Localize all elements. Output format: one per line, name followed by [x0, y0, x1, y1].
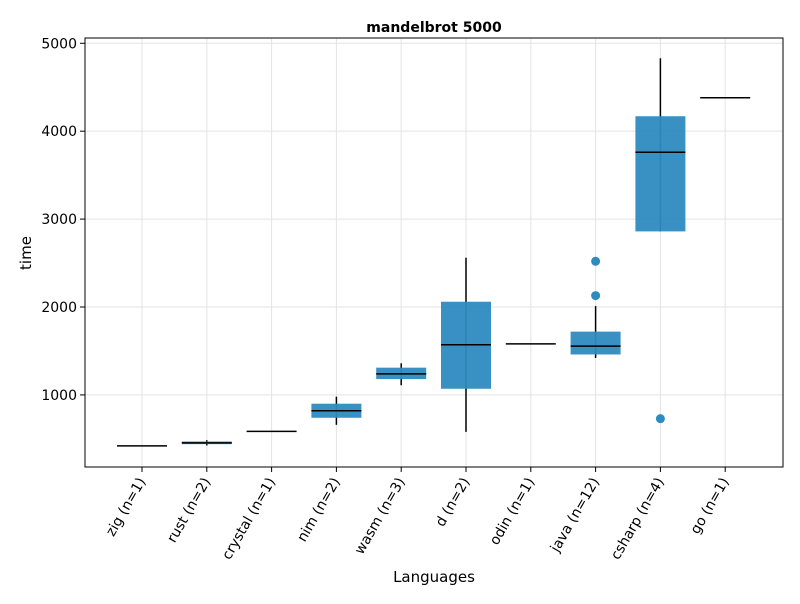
chart-title: mandelbrot 5000 [366, 20, 502, 36]
x-axis-label: Languages [393, 568, 475, 586]
box-group [441, 257, 491, 432]
grid-lines [85, 38, 783, 467]
box-group [376, 363, 427, 386]
x-tick-label: csharp (n=4) [608, 475, 668, 563]
outlier-point [591, 256, 601, 266]
y-tick-label: 5000 [41, 36, 77, 52]
y-tick-label: 2000 [41, 300, 77, 316]
x-tick-label: nim (n=2) [294, 475, 344, 545]
box-group [570, 256, 621, 358]
y-tick-label: 1000 [41, 388, 77, 404]
box-group [181, 440, 232, 446]
y-tick-label: 3000 [41, 212, 77, 228]
box-group [635, 58, 686, 424]
y-tick-label: 4000 [41, 124, 77, 140]
outlier-point [591, 291, 601, 301]
x-tick-label: go (n=1) [688, 475, 733, 537]
x-tick-label: rust (n=2) [164, 475, 214, 546]
x-tick-label: wasm (n=3) [352, 475, 409, 557]
x-tick-label: crystal (n=1) [219, 475, 279, 563]
box-series [117, 58, 751, 447]
box-body [570, 331, 621, 355]
x-tick-label: d (n=2) [433, 475, 474, 530]
plot-frame [84, 37, 784, 468]
box-group [311, 396, 362, 425]
x-tick-label: zig (n=1) [103, 475, 149, 539]
x-tick-label: java (n=12) [547, 475, 603, 556]
box-body [635, 116, 686, 232]
x-tick-label: odin (n=1) [487, 475, 538, 548]
y-axis-label: time [17, 236, 35, 270]
outlier-point [655, 414, 665, 424]
